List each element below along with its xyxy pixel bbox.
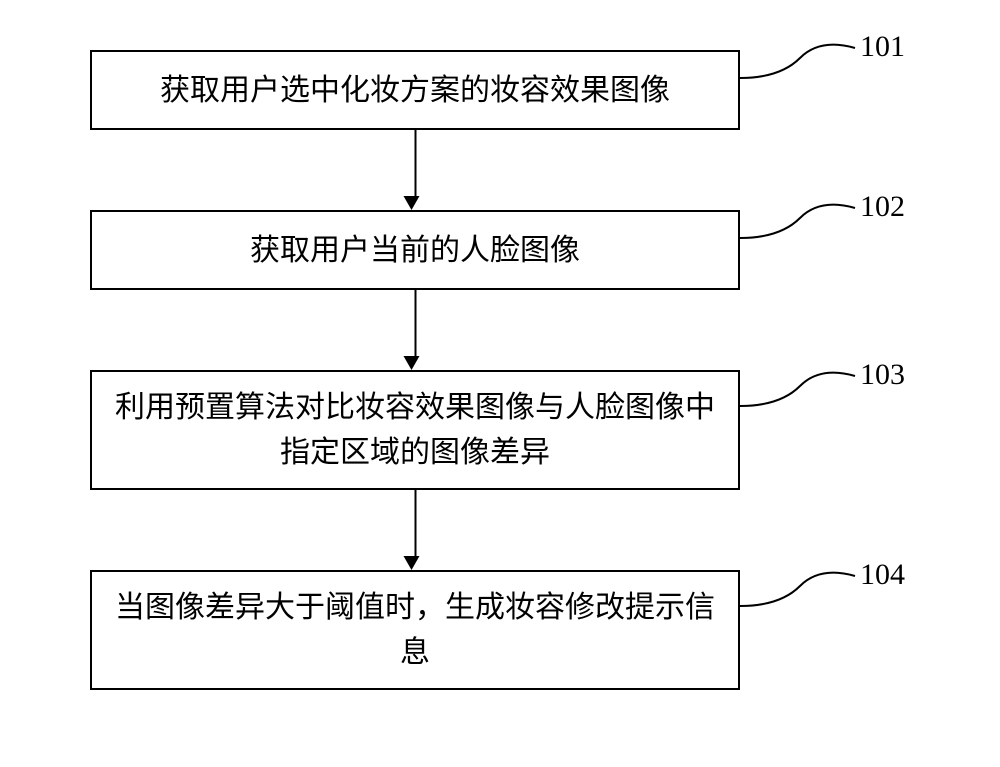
curve-connector-1 xyxy=(740,30,860,90)
step-4-text: 当图像差异大于阈值时，生成妆容修改提示信息 xyxy=(112,585,718,675)
step-3-text: 利用预置算法对比妆容效果图像与人脸图像中指定区域的图像差异 xyxy=(112,385,718,475)
flowchart-container: 获取用户选中化妆方案的妆容效果图像 101 获取用户当前的人脸图像 102 利用… xyxy=(0,0,1000,767)
curve-connector-2 xyxy=(740,190,860,250)
step-2-label: 102 xyxy=(860,190,905,224)
step-1-text: 获取用户选中化妆方案的妆容效果图像 xyxy=(160,68,670,113)
flowchart-step-3: 利用预置算法对比妆容效果图像与人脸图像中指定区域的图像差异 xyxy=(90,370,740,490)
curve-connector-4 xyxy=(740,558,860,618)
arrow-3-to-4 xyxy=(411,490,420,570)
arrow-1-to-2 xyxy=(411,130,420,210)
flowchart-step-2: 获取用户当前的人脸图像 xyxy=(90,210,740,290)
arrow-2-to-3 xyxy=(411,290,420,370)
flowchart-step-4: 当图像差异大于阈值时，生成妆容修改提示信息 xyxy=(90,570,740,690)
step-3-label: 103 xyxy=(860,358,905,392)
step-1-label: 101 xyxy=(860,30,905,64)
curve-connector-3 xyxy=(740,358,860,418)
step-2-text: 获取用户当前的人脸图像 xyxy=(250,228,580,273)
step-4-label: 104 xyxy=(860,558,905,592)
flowchart-step-1: 获取用户选中化妆方案的妆容效果图像 xyxy=(90,50,740,130)
